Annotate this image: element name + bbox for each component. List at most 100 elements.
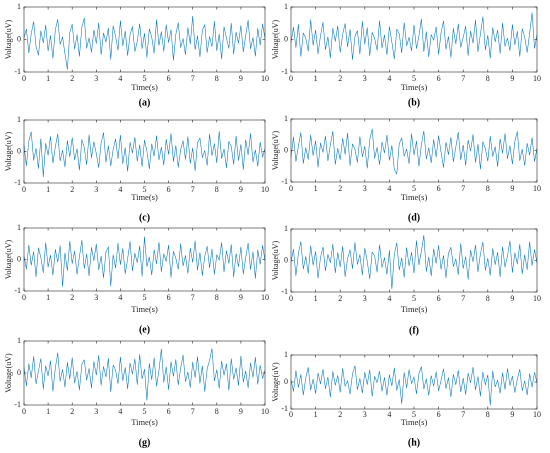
y-tick-label: 1 (284, 114, 288, 123)
signal-line (290, 12, 538, 60)
x-tick-label: 3 (363, 294, 367, 303)
panel-label: (b) (408, 97, 420, 108)
y-tick-label: 0 (17, 254, 21, 263)
y-tick-label: 0 (17, 34, 21, 43)
x-tick-label: 1 (314, 294, 318, 303)
x-axis-label: Time(s) (401, 417, 428, 427)
x-tick-label: 7 (461, 410, 465, 419)
x-axis-label: Time(s) (131, 417, 158, 427)
x-tick-label: 4 (387, 410, 391, 419)
x-tick-label: 2 (338, 74, 342, 83)
x-tick-label: 5 (412, 74, 416, 83)
x-tick-label: 1 (46, 74, 50, 83)
y-axis-label: Voltage(uV) (4, 131, 13, 171)
y-tick-label: 0 (284, 34, 288, 43)
x-tick-label: 4 (387, 184, 391, 193)
axes-box (290, 354, 538, 410)
x-tick-label: 6 (437, 410, 441, 419)
panel-label: (f) (409, 325, 419, 336)
x-tick-label: 5 (143, 74, 147, 83)
signal-line (290, 128, 538, 175)
y-tick-label: -1 (14, 178, 21, 187)
signal-line (23, 15, 266, 70)
x-tick-label: 8 (215, 407, 219, 416)
x-tick-label: 1 (314, 74, 318, 83)
x-tick-label: 10 (533, 74, 541, 83)
x-tick-label: 3 (363, 74, 367, 83)
signal-line (290, 235, 538, 290)
y-tick-label: 0 (284, 145, 288, 154)
x-tick-label: 4 (387, 74, 391, 83)
x-tick-label: 9 (239, 74, 243, 83)
y-tick-label: -1 (281, 67, 288, 76)
y-tick-label: 1 (17, 336, 21, 345)
x-tick-label: 9 (239, 407, 243, 416)
axes-box (23, 340, 266, 406)
x-tick-label: 0 (289, 74, 293, 83)
y-tick-label: 1 (17, 115, 21, 124)
x-tick-label: 7 (191, 293, 195, 302)
x-tick-label: 1 (46, 185, 50, 194)
y-axis-label: Voltage(uV) (271, 240, 280, 280)
x-tick-label: 0 (22, 293, 26, 302)
x-tick-label: 4 (387, 294, 391, 303)
signal-line (23, 236, 266, 287)
x-tick-label: 1 (314, 410, 318, 419)
panel-label: (h) (408, 437, 420, 448)
y-tick-label: -1 (281, 177, 288, 186)
x-tick-label: 9 (239, 185, 243, 194)
y-tick-label: 1 (284, 2, 288, 11)
x-axis-label: Time(s) (401, 82, 428, 92)
y-tick-label: 1 (17, 223, 21, 232)
x-tick-label: 3 (94, 185, 98, 194)
y-tick-label: 0 (17, 368, 21, 377)
x-tick-label: 3 (363, 184, 367, 193)
x-tick-label: 0 (289, 294, 293, 303)
x-tick-label: 5 (412, 410, 416, 419)
x-tick-label: 4 (118, 185, 122, 194)
signal-line (290, 365, 538, 406)
x-tick-label: 4 (118, 293, 122, 302)
x-axis-label: Time(s) (131, 304, 158, 314)
panel-label: (a) (139, 97, 151, 108)
signal-line (23, 348, 266, 401)
x-tick-label: 9 (510, 184, 514, 193)
x-tick-label: 7 (191, 185, 195, 194)
x-tick-label: 8 (486, 74, 490, 83)
x-tick-label: 7 (191, 74, 195, 83)
x-tick-label: 8 (215, 185, 219, 194)
x-tick-label: 2 (70, 407, 74, 416)
x-tick-label: 0 (22, 74, 26, 83)
x-tick-label: 8 (486, 410, 490, 419)
x-tick-label: 7 (461, 74, 465, 83)
x-tick-label: 8 (215, 293, 219, 302)
x-tick-label: 0 (22, 185, 26, 194)
y-tick-label: -1 (14, 286, 21, 295)
axes-box (290, 228, 538, 293)
y-tick-label: -1 (14, 400, 21, 409)
y-axis-label: Voltage(uV) (4, 19, 13, 59)
y-axis-label: Voltage(uV) (271, 130, 280, 170)
x-tick-label: 5 (412, 184, 416, 193)
panel-label: (e) (139, 324, 150, 335)
x-tick-label: 2 (338, 294, 342, 303)
x-tick-label: 0 (289, 184, 293, 193)
x-tick-label: 1 (46, 293, 50, 302)
x-tick-label: 2 (338, 410, 342, 419)
axes-box (23, 6, 266, 73)
y-axis-label: Voltage(uV) (271, 19, 280, 59)
x-tick-label: 1 (46, 407, 50, 416)
x-tick-label: 9 (510, 74, 514, 83)
y-tick-label: 0 (284, 255, 288, 264)
panel-label: (g) (139, 437, 151, 448)
y-tick-label: 1 (17, 2, 21, 11)
panel-label: (d) (408, 212, 420, 223)
x-axis-label: Time(s) (131, 192, 158, 202)
